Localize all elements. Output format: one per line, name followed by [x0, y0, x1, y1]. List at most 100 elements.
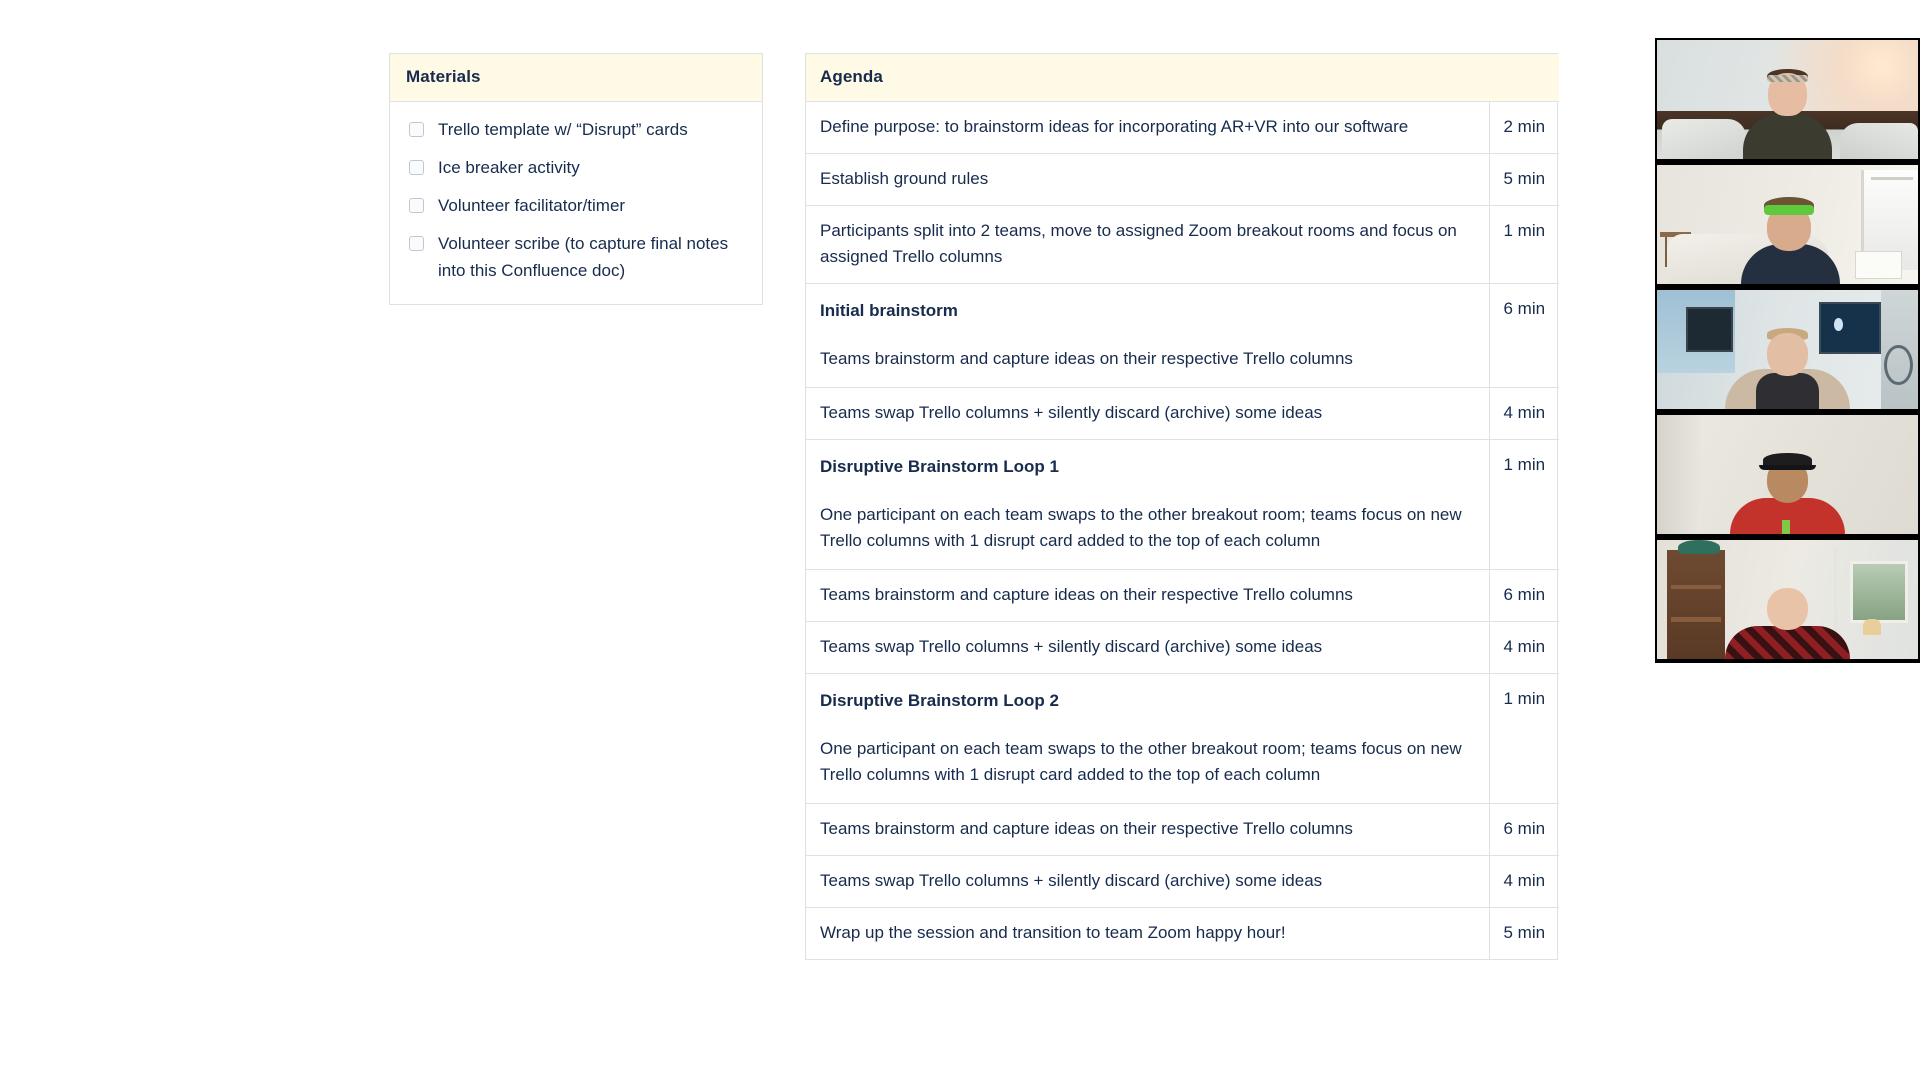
agenda-task-text: Teams swap Trello columns + silently dis… — [820, 871, 1323, 890]
agenda-row: Teams brainstorm and capture ideas on th… — [806, 569, 1560, 622]
agenda-task-cell: Wrap up the session and transition to te… — [806, 907, 1490, 959]
video-scene-element — [1850, 561, 1908, 624]
participant-video-frame — [1657, 165, 1918, 284]
zoom-participant-tile[interactable] — [1657, 40, 1918, 159]
video-scene-element — [1662, 118, 1746, 159]
video-scene-element — [1758, 464, 1817, 470]
agenda-row: Participants split into 2 teams, move to… — [806, 205, 1560, 284]
checkbox-icon[interactable] — [409, 122, 424, 137]
video-scene-element — [1863, 618, 1882, 636]
agenda-row: Wrap up the session and transition to te… — [806, 907, 1560, 959]
materials-checklist: Trello template w/ “Disrupt” cards Ice br… — [390, 102, 762, 304]
agenda-section-heading: Initial brainstorm — [820, 301, 958, 320]
agenda-task-text: Teams brainstorm and capture ideas on th… — [820, 349, 1353, 368]
agenda-task-text: Teams brainstorm and capture ideas on th… — [820, 819, 1353, 838]
agenda-task-text: Teams swap Trello columns + silently dis… — [820, 403, 1323, 422]
agenda-duration-cell: 6 min — [1489, 283, 1560, 388]
agenda-duration-cell: 4 min — [1489, 621, 1560, 674]
agenda-task-cell: Teams swap Trello columns + silently dis… — [806, 387, 1490, 440]
agenda-task-cell: Teams swap Trello columns + silently dis… — [806, 621, 1490, 674]
agenda-row: Define purpose: to brainstorm ideas for … — [806, 101, 1560, 154]
agenda-task-text: One participant on each team swaps to th… — [820, 505, 1462, 550]
video-scene-element — [1766, 587, 1809, 631]
video-scene-element — [1756, 373, 1819, 409]
video-scene-element — [1782, 519, 1791, 534]
participant-video-frame — [1657, 290, 1918, 409]
checkbox-icon[interactable] — [409, 160, 424, 175]
materials-panel: Materials Trello template w/ “Disrupt” c… — [389, 53, 763, 305]
materials-item-label: Ice breaker activity — [438, 158, 580, 177]
zoom-participant-tile[interactable] — [1657, 415, 1918, 534]
agenda-duration-cell: 6 min — [1489, 803, 1560, 856]
materials-item-label: Volunteer scribe (to capture final notes… — [438, 234, 729, 280]
video-scene-element — [1685, 306, 1733, 352]
agenda-table-head: Agenda — [806, 54, 1560, 102]
agenda-row: Disruptive Brainstorm Loop 2 One particip… — [806, 673, 1560, 804]
video-scene-element — [1724, 625, 1851, 659]
video-scene-element — [1871, 176, 1913, 181]
agenda-duration-cell: 4 min — [1489, 387, 1560, 440]
agenda-task-cell: Disruptive Brainstorm Loop 2 One particip… — [806, 673, 1490, 804]
materials-item-label: Volunteer facilitator/timer — [438, 196, 626, 215]
agenda-task-text: One participant on each team swaps to th… — [820, 739, 1462, 784]
agenda-task-cell: Disruptive Brainstorm Loop 1 One particip… — [806, 439, 1490, 570]
agenda-duration-cell: 2 min — [1489, 101, 1560, 154]
agenda-duration-cell: 1 min — [1489, 673, 1560, 804]
video-scene-element — [1834, 547, 1912, 659]
video-scene-element — [1764, 205, 1814, 215]
agenda-task-text: Teams swap Trello columns + silently dis… — [820, 637, 1323, 656]
video-scene-element — [1818, 301, 1882, 355]
agenda-row: Teams swap Trello columns + silently dis… — [806, 621, 1560, 674]
video-scene-element — [1657, 415, 1702, 534]
video-scene-element — [1855, 250, 1903, 280]
materials-checklist-item[interactable]: Trello template w/ “Disrupt” cards — [406, 116, 746, 143]
agenda-panel: Agenda Define purpose: to brainstorm ide… — [805, 53, 1560, 960]
agenda-header-row: Agenda — [806, 54, 1560, 102]
zoom-participant-tile[interactable] — [1657, 290, 1918, 409]
agenda-row: Initial brainstorm Teams brainstorm and c… — [806, 283, 1560, 388]
agenda-table-body: Define purpose: to brainstorm ideas for … — [806, 101, 1560, 959]
agenda-row: Teams swap Trello columns + silently dis… — [806, 387, 1560, 440]
agenda-duration-cell: 5 min — [1489, 907, 1560, 959]
participant-video-frame — [1657, 540, 1918, 659]
agenda-row: Establish ground rules 5 min — [806, 153, 1560, 206]
materials-item-label: Trello template w/ “Disrupt” cards — [438, 120, 688, 139]
agenda-duration-cell: 1 min — [1489, 205, 1560, 284]
video-scene-element — [1839, 123, 1918, 159]
video-scene-element — [1667, 549, 1725, 659]
agenda-duration-cell: 1 min — [1489, 439, 1560, 570]
agenda-task-cell: Teams brainstorm and capture ideas on th… — [806, 803, 1490, 856]
agenda-duration-cell: 5 min — [1489, 153, 1560, 206]
materials-panel-title: Materials — [390, 54, 762, 102]
agenda-task-text: Establish ground rules — [820, 169, 989, 188]
agenda-task-cell: Participants split into 2 teams, move to… — [806, 205, 1490, 284]
video-scene-element — [1766, 332, 1809, 376]
agenda-duration-cell: 4 min — [1489, 855, 1560, 908]
participant-video-frame — [1657, 40, 1918, 159]
agenda-task-cell: Define purpose: to brainstorm ideas for … — [806, 101, 1490, 154]
agenda-duration-cell: 6 min — [1489, 569, 1560, 622]
agenda-task-cell: Establish ground rules — [806, 153, 1490, 206]
zoom-video-filmstrip — [1655, 38, 1920, 663]
participant-video-frame — [1657, 415, 1918, 534]
materials-checklist-item[interactable]: Volunteer scribe (to capture final notes… — [406, 230, 746, 284]
video-scene-element — [1677, 540, 1720, 555]
agenda-task-cell: Initial brainstorm Teams brainstorm and c… — [806, 283, 1490, 388]
agenda-row: Disruptive Brainstorm Loop 1 One particip… — [806, 439, 1560, 570]
checkbox-icon[interactable] — [409, 198, 424, 213]
zoom-participant-tile[interactable] — [1657, 540, 1918, 659]
video-scene-element — [1766, 74, 1809, 82]
checkbox-icon[interactable] — [409, 236, 424, 251]
agenda-section-heading: Disruptive Brainstorm Loop 1 — [820, 457, 1059, 476]
agenda-row: Teams brainstorm and capture ideas on th… — [806, 803, 1560, 856]
agenda-task-text: Teams brainstorm and capture ideas on th… — [820, 585, 1353, 604]
materials-checklist-item[interactable]: Volunteer facilitator/timer — [406, 192, 746, 219]
video-scene-element — [1884, 344, 1913, 386]
agenda-task-cell: Teams swap Trello columns + silently dis… — [806, 855, 1490, 908]
agenda-task-text: Participants split into 2 teams, move to… — [820, 221, 1457, 266]
zoom-participant-tile[interactable] — [1657, 165, 1918, 284]
agenda-panel-title: Agenda — [806, 54, 1560, 102]
agenda-task-text: Define purpose: to brainstorm ideas for … — [820, 117, 1409, 136]
materials-checklist-item[interactable]: Ice breaker activity — [406, 154, 746, 181]
